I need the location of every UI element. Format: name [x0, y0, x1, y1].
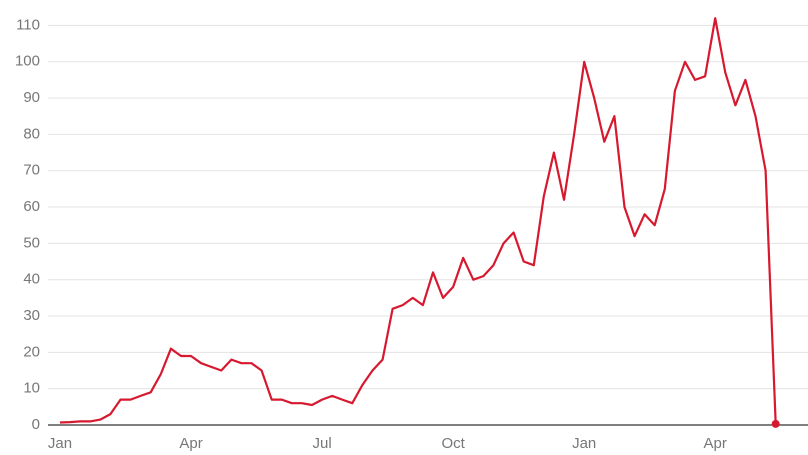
- x-tick-label: Oct: [441, 435, 465, 452]
- y-tick-label: 30: [23, 307, 40, 324]
- data-line: [59, 17, 777, 424]
- x-tick-label: Jan: [48, 435, 72, 452]
- y-tick-label: 10: [23, 380, 40, 397]
- y-tick-label: 20: [23, 343, 40, 360]
- end-marker: [771, 419, 780, 428]
- y-tick-label: 70: [23, 162, 40, 179]
- x-tick-label: Jul: [312, 435, 331, 452]
- x-tick-label: Apr: [704, 435, 727, 452]
- y-tick-label: 110: [16, 16, 40, 33]
- y-tick-label: 80: [23, 125, 40, 142]
- y-tick-label: 90: [23, 89, 40, 106]
- y-tick-label: 40: [23, 271, 40, 288]
- y-tick-label: 50: [23, 234, 40, 251]
- y-tick-label: 60: [23, 198, 40, 215]
- x-tick-label: Jan: [572, 435, 596, 452]
- y-tick-label: 100: [15, 53, 40, 70]
- x-tick-label: Apr: [179, 435, 202, 452]
- y-tick-label: 0: [32, 416, 40, 433]
